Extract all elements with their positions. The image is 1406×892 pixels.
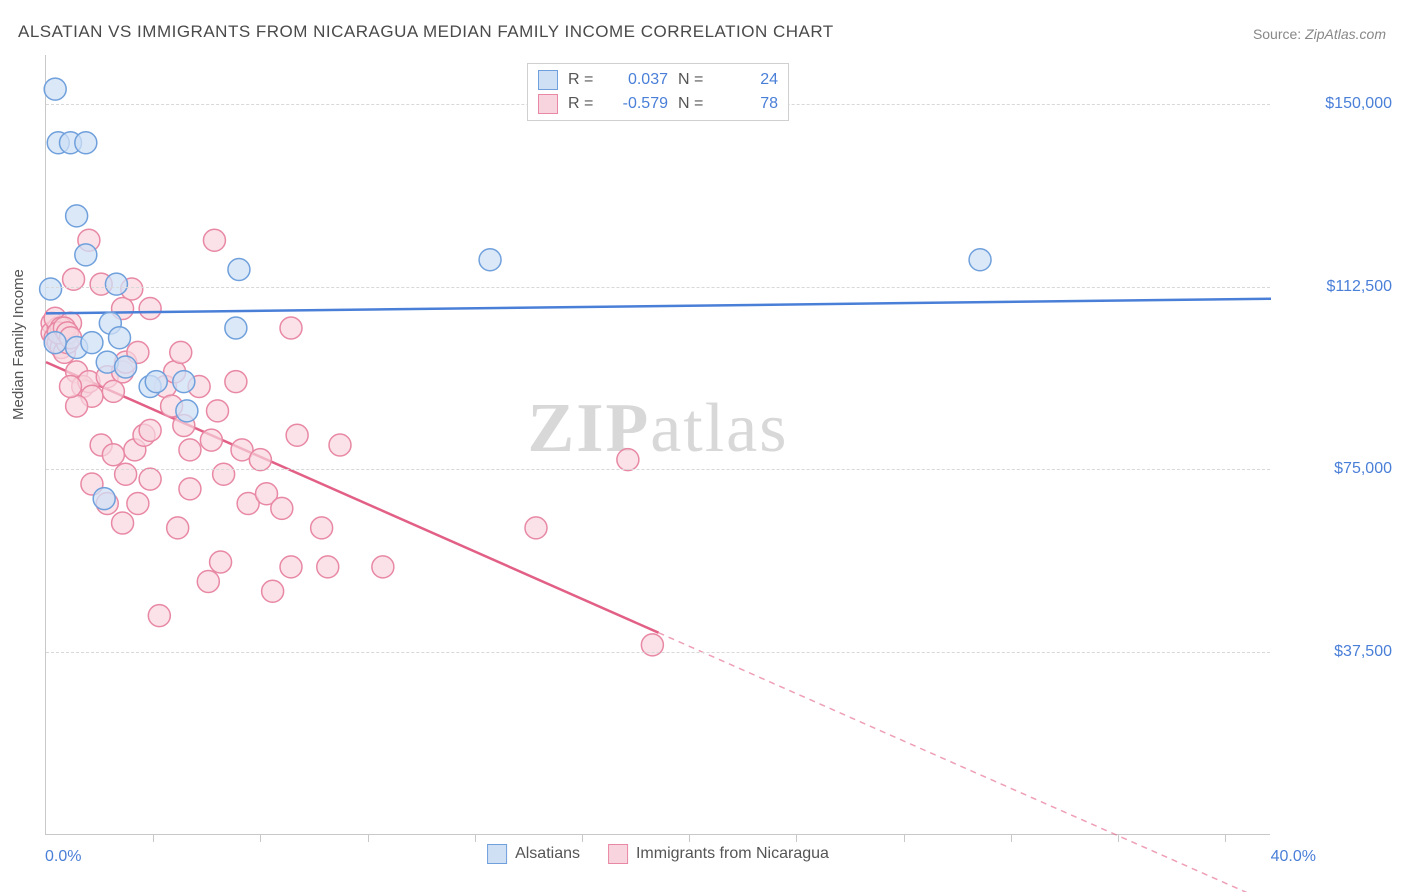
- x-tick: [689, 834, 690, 842]
- x-tick: [1118, 834, 1119, 842]
- x-tick: [796, 834, 797, 842]
- r-value: -0.579: [612, 95, 668, 113]
- gridline: [46, 652, 1270, 653]
- r-label: R =: [568, 95, 602, 113]
- y-tick-label: $150,000: [1325, 95, 1392, 113]
- legend-row-nicaragua: R = -0.579 N = 78: [538, 92, 778, 116]
- x-tick: [153, 834, 154, 842]
- scatter-svg: [46, 55, 1270, 834]
- y-tick-label: $75,000: [1334, 460, 1392, 478]
- legend-swatch-blue: [487, 844, 507, 864]
- correlation-legend: R = 0.037 N = 24 R = -0.579 N = 78: [527, 63, 789, 121]
- chart-plot-area: ZIPatlas R = 0.037 N = 24 R = -0.579 N =…: [45, 55, 1270, 835]
- legend-label: Immigrants from Nicaragua: [636, 845, 829, 863]
- y-tick-label: $112,500: [1326, 278, 1392, 296]
- legend-swatch-pink: [538, 94, 558, 114]
- legend-swatch-pink: [608, 844, 628, 864]
- y-axis-label: Median Family Income: [10, 269, 27, 420]
- series-legend: Alsatians Immigrants from Nicaragua: [487, 844, 829, 864]
- gridline: [46, 287, 1270, 288]
- n-label: N =: [678, 71, 712, 89]
- n-value: 24: [722, 71, 778, 89]
- x-tick: [368, 834, 369, 842]
- chart-title: ALSATIAN VS IMMIGRANTS FROM NICARAGUA ME…: [18, 22, 834, 42]
- n-label: N =: [678, 95, 712, 113]
- source-label: Source:: [1253, 26, 1301, 42]
- legend-item-alsatians: Alsatians: [487, 844, 580, 864]
- legend-item-nicaragua: Immigrants from Nicaragua: [608, 844, 829, 864]
- x-axis-start-label: 0.0%: [45, 848, 81, 866]
- x-tick: [582, 834, 583, 842]
- source-value: ZipAtlas.com: [1305, 26, 1386, 42]
- r-value: 0.037: [612, 71, 668, 89]
- source-attribution: Source: ZipAtlas.com: [1253, 26, 1386, 42]
- x-tick: [1011, 834, 1012, 842]
- x-axis-end-label: 40.0%: [1271, 848, 1316, 866]
- y-tick-label: $37,500: [1334, 643, 1392, 661]
- legend-swatch-blue: [538, 70, 558, 90]
- x-tick: [260, 834, 261, 842]
- gridline: [46, 469, 1270, 470]
- legend-row-alsatians: R = 0.037 N = 24: [538, 68, 778, 92]
- r-label: R =: [568, 71, 602, 89]
- x-tick: [1225, 834, 1226, 842]
- x-tick: [475, 834, 476, 842]
- x-tick: [904, 834, 905, 842]
- n-value: 78: [722, 95, 778, 113]
- legend-label: Alsatians: [515, 845, 580, 863]
